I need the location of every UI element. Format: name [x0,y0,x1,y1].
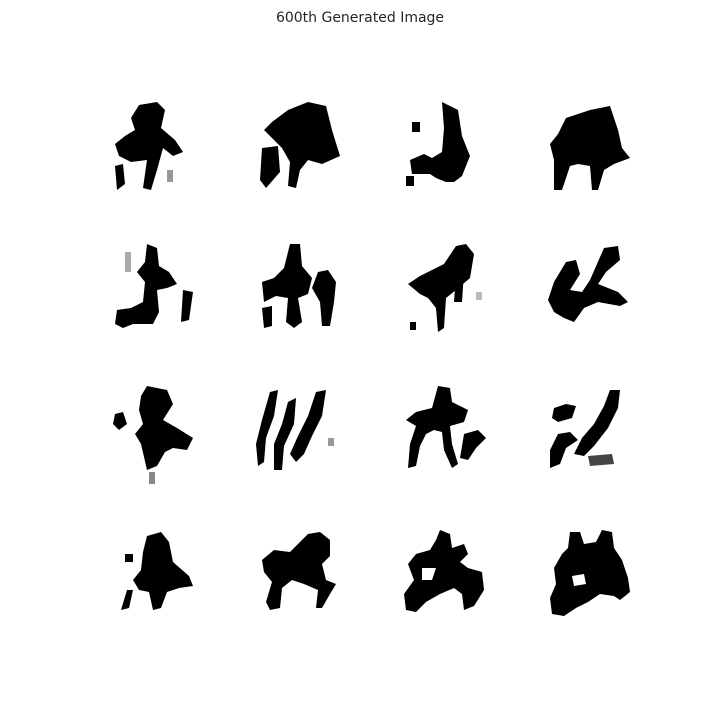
generated-image [548,100,630,202]
generated-image [260,242,342,344]
generated-image [548,384,630,486]
generated-image [548,242,630,344]
generated-image [548,528,630,630]
generated-image [260,528,342,630]
generated-image [113,100,195,202]
generated-image [260,100,342,202]
figure-title: 600th Generated Image [275,10,445,26]
generated-image [406,242,488,344]
generated-image [113,242,195,344]
generated-image [402,528,484,630]
generated-image [406,100,488,202]
generated-image [113,528,195,630]
generated-image [113,384,195,486]
generated-image [256,384,338,486]
generated-image [406,384,488,486]
